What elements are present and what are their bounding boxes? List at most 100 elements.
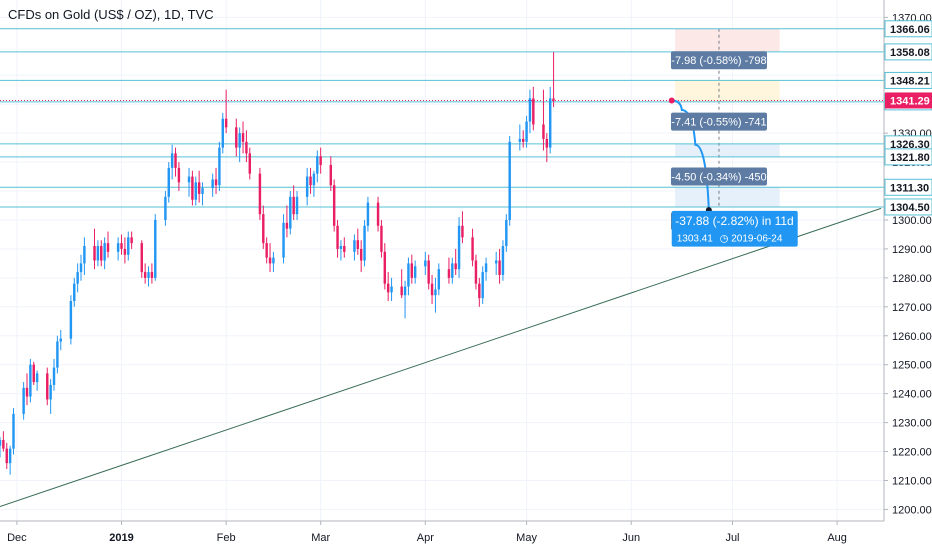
level-label-box bbox=[884, 71, 932, 89]
candle bbox=[164, 191, 167, 226]
candle bbox=[339, 240, 343, 261]
candle bbox=[238, 127, 241, 163]
candle bbox=[52, 358, 56, 391]
candle bbox=[143, 263, 147, 284]
candle bbox=[359, 240, 363, 273]
candle-body bbox=[424, 260, 427, 267]
candle-body bbox=[12, 413, 15, 449]
candle bbox=[140, 240, 143, 278]
candle bbox=[245, 130, 248, 163]
candle bbox=[258, 167, 262, 220]
candle-body bbox=[150, 272, 154, 278]
candle-body bbox=[400, 286, 403, 296]
candle-body bbox=[147, 272, 150, 278]
level-label-text: 1326.30 bbox=[890, 139, 930, 151]
candle bbox=[474, 254, 478, 290]
candle bbox=[100, 240, 103, 267]
candle-body bbox=[501, 246, 505, 275]
change-tooltip-bg bbox=[670, 167, 767, 186]
level-label-text: 1366.06 bbox=[890, 24, 930, 36]
candle bbox=[528, 89, 532, 134]
candle bbox=[380, 219, 383, 258]
candle bbox=[319, 147, 322, 174]
candle-body bbox=[32, 364, 35, 383]
candle-body bbox=[76, 272, 79, 284]
candle bbox=[154, 214, 157, 281]
candle-body bbox=[123, 248, 127, 255]
candle-body bbox=[8, 448, 12, 464]
candle bbox=[292, 185, 295, 220]
y-tick-label: 1300.00 bbox=[892, 215, 932, 227]
candle-body bbox=[319, 156, 322, 165]
candle bbox=[481, 266, 484, 304]
y-tick-label: 1230.00 bbox=[892, 418, 932, 430]
candle bbox=[106, 231, 110, 258]
candle-body bbox=[69, 301, 73, 339]
trend-line bbox=[0, 207, 882, 508]
candle-body bbox=[403, 286, 407, 296]
candle bbox=[282, 214, 285, 264]
candle-body bbox=[498, 260, 501, 275]
candle bbox=[103, 237, 106, 270]
projection-start-dot bbox=[668, 97, 675, 104]
level-label-box bbox=[884, 178, 932, 196]
candle bbox=[295, 191, 299, 220]
candle bbox=[12, 408, 15, 455]
candle bbox=[336, 219, 339, 258]
candle bbox=[285, 205, 289, 238]
candle bbox=[410, 254, 414, 284]
candle-body bbox=[25, 387, 29, 397]
candle bbox=[73, 277, 76, 307]
candle-body bbox=[339, 246, 343, 249]
candle-body bbox=[430, 283, 434, 296]
forecast-box-bg bbox=[671, 210, 798, 247]
chart-title: CFDs on Gold (US$ / OZ), 1D, TVC bbox=[8, 7, 214, 22]
current-price-label-text: 1341.29 bbox=[890, 95, 930, 107]
candle-body bbox=[268, 257, 272, 264]
x-axis-background bbox=[0, 521, 932, 550]
candle bbox=[494, 251, 498, 275]
candle-body bbox=[434, 289, 437, 296]
candles bbox=[0, 52, 555, 475]
candle-body bbox=[79, 263, 83, 273]
candle bbox=[353, 234, 356, 261]
candle-body bbox=[221, 118, 224, 148]
candle bbox=[505, 214, 508, 252]
candle-body bbox=[329, 164, 333, 186]
candle bbox=[29, 358, 32, 403]
candle-body bbox=[454, 263, 457, 270]
candle-body bbox=[376, 202, 380, 226]
projection-zone bbox=[675, 187, 780, 207]
x-tick-label: Jul bbox=[725, 532, 739, 544]
candle bbox=[248, 147, 252, 180]
candle-body bbox=[481, 272, 484, 299]
candle-body bbox=[211, 179, 214, 189]
candle-body bbox=[427, 260, 430, 284]
candle-body bbox=[100, 246, 103, 261]
candle-body bbox=[285, 222, 289, 229]
candle bbox=[461, 211, 464, 244]
change-tooltip-bg bbox=[670, 112, 767, 131]
candle bbox=[83, 237, 86, 275]
candle-body bbox=[127, 237, 130, 255]
candle-body bbox=[343, 246, 346, 252]
change-tooltip: -7.98 (-0.58%) -798 bbox=[670, 51, 767, 70]
candle-body bbox=[238, 133, 241, 148]
candle bbox=[376, 196, 380, 232]
candle bbox=[201, 182, 204, 206]
candle-body bbox=[383, 251, 387, 284]
candle bbox=[316, 150, 319, 183]
candle-body bbox=[332, 185, 336, 226]
level-label-text: 1348.21 bbox=[890, 75, 930, 87]
candle-body bbox=[224, 118, 228, 128]
x-tick-label: May bbox=[516, 532, 537, 544]
candle bbox=[56, 335, 59, 374]
candle bbox=[262, 205, 265, 249]
candle-body bbox=[56, 341, 59, 368]
candle bbox=[76, 263, 79, 293]
x-tick-label: Mar bbox=[311, 532, 330, 544]
candle bbox=[268, 243, 272, 273]
candle bbox=[548, 86, 552, 154]
